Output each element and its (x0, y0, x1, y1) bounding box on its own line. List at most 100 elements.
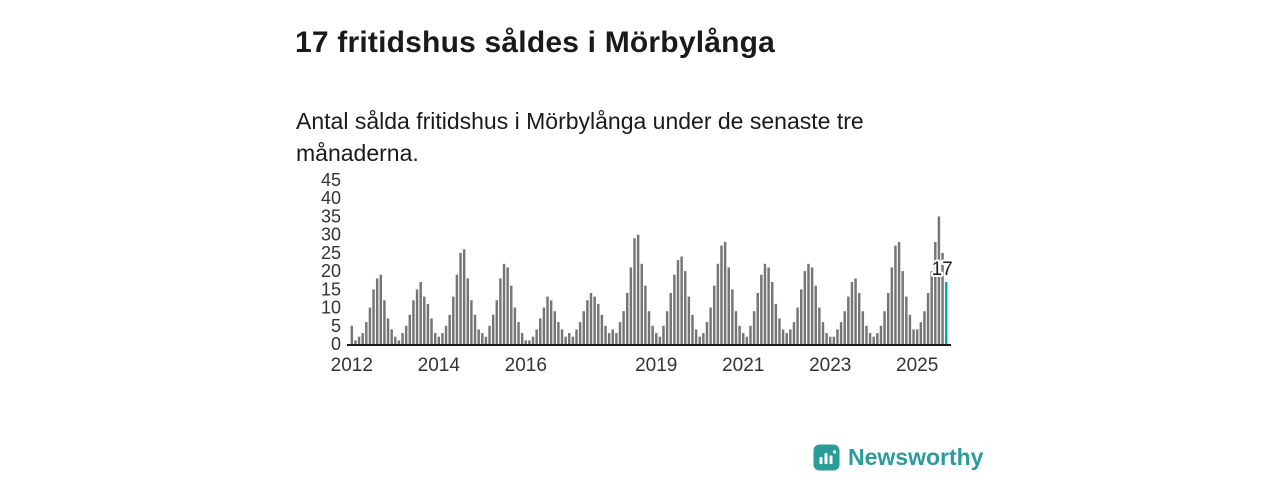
bar (517, 322, 520, 344)
bar (571, 336, 575, 344)
bar (528, 340, 531, 344)
bar (807, 263, 810, 344)
bar (433, 333, 437, 344)
bar (799, 289, 803, 344)
bar (444, 325, 448, 344)
bar (901, 271, 904, 344)
bar (905, 296, 908, 344)
bar (720, 245, 723, 344)
bar (644, 285, 647, 344)
x-axis-tick-label: 2019 (635, 355, 677, 376)
bar (821, 322, 825, 344)
bar (847, 296, 850, 344)
bar (897, 241, 901, 344)
bar (397, 340, 401, 344)
bar (763, 263, 767, 344)
bar (673, 274, 676, 344)
bar (774, 303, 778, 344)
bar (915, 329, 919, 344)
bar (350, 325, 354, 344)
bar (462, 249, 466, 344)
bar (825, 333, 828, 344)
bar (455, 274, 459, 344)
bar (633, 238, 636, 344)
bar (923, 311, 926, 344)
bar (506, 267, 509, 344)
bar (803, 271, 807, 344)
bar (441, 333, 444, 344)
bar (564, 336, 567, 344)
bar (491, 314, 495, 344)
bar (520, 333, 524, 344)
bar (607, 333, 611, 344)
bar (390, 329, 393, 344)
bar (705, 322, 709, 344)
y-axis-tick-label: 45 (321, 170, 341, 190)
bar (553, 311, 556, 344)
bar (539, 318, 542, 344)
bar (615, 333, 618, 344)
bar (375, 278, 379, 344)
bar (861, 311, 865, 344)
bar (651, 325, 654, 344)
y-axis-tick-label: 40 (321, 188, 341, 208)
bar (934, 241, 937, 344)
bar (481, 333, 484, 344)
bar (876, 333, 879, 344)
bar (412, 300, 415, 344)
bar (691, 314, 694, 344)
bar (680, 256, 683, 344)
bar (510, 285, 513, 344)
bar (857, 292, 861, 344)
bar (868, 333, 872, 344)
bar (894, 245, 897, 344)
bar (626, 292, 629, 344)
bar (665, 311, 669, 344)
bar (640, 263, 643, 344)
x-axis-tick-label: 2021 (722, 355, 764, 376)
bar (513, 307, 517, 344)
bar (473, 314, 477, 344)
newsworthy-brand-name: Newsworthy (848, 444, 984, 470)
bar (586, 300, 589, 344)
bar (828, 336, 832, 344)
bar (524, 340, 527, 344)
bar (470, 300, 473, 344)
newsworthy-brand: Newsworthy (813, 444, 983, 471)
bar (354, 340, 357, 344)
bar (738, 325, 741, 344)
bar (789, 329, 792, 344)
bar (731, 289, 734, 344)
bar (560, 329, 564, 344)
bar (372, 289, 375, 344)
bar (723, 241, 727, 344)
bar (415, 289, 419, 344)
bar (778, 318, 781, 344)
bar (658, 336, 662, 344)
bar (604, 325, 607, 344)
bar (698, 336, 701, 344)
bar (477, 329, 480, 344)
bar (419, 282, 422, 344)
chart-subtitle: Antal sålda fritidshus i Mörbylånga unde… (296, 108, 864, 167)
bar (647, 311, 651, 344)
y-axis-tick-label: 20 (321, 261, 341, 281)
x-axis-tick-label: 2014 (418, 355, 461, 376)
bar (488, 325, 491, 344)
bar (593, 296, 596, 344)
bar (810, 267, 814, 344)
bar (767, 267, 770, 344)
bar (883, 311, 886, 344)
bar (502, 263, 506, 344)
bar (760, 274, 763, 344)
bar (386, 318, 390, 344)
bar (865, 325, 868, 344)
bar (919, 322, 923, 344)
highlight-value-label: 17 (932, 259, 953, 280)
bar (383, 300, 386, 344)
bar (484, 336, 488, 344)
bar (655, 333, 658, 344)
bar (662, 325, 665, 344)
bar (781, 329, 785, 344)
bar (636, 234, 640, 344)
